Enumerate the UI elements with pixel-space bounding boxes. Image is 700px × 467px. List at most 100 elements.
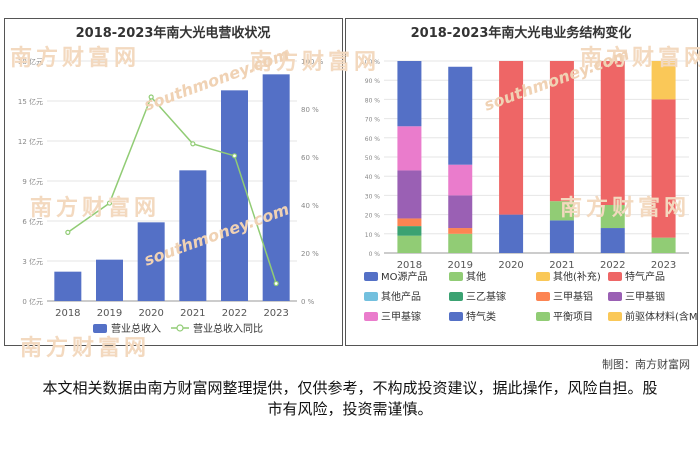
yoy-point	[106, 200, 113, 206]
y-left-tick-label: 18 亿元	[18, 57, 43, 66]
y-tick-label: 60 %	[365, 136, 381, 143]
stack-segment	[549, 220, 574, 253]
y-tick-label: 0 %	[369, 251, 381, 258]
y-left-tick-label: 6 亿元	[22, 217, 43, 226]
y-left-tick-label: 15 亿元	[18, 97, 43, 106]
legend-swatch	[536, 272, 550, 281]
legend-swatch	[608, 272, 622, 281]
legend-label: 其他(补充)	[553, 270, 601, 283]
revenue-chart-panel: 2018-2023年南大光电营收状况 0 亿元 3 亿元 6 亿元 9 亿元 12 亿元 1…	[4, 18, 343, 346]
yoy-point	[190, 141, 196, 147]
legend-label: 特气类	[466, 310, 496, 323]
revenue-bar	[96, 259, 123, 301]
stack-segment	[397, 170, 422, 219]
legend-label: 三甲基铟	[625, 290, 665, 303]
y-tick-label: 100 %	[361, 59, 380, 66]
x-tick-label: 2020	[498, 260, 523, 271]
legend-swatch	[608, 292, 622, 301]
legend-swatch-revenue	[93, 324, 107, 333]
stack-segment	[499, 214, 524, 253]
yoy-point	[65, 229, 71, 235]
legend-label: 前驱体材料(含MO源)	[625, 310, 697, 323]
stack-segment	[549, 61, 574, 202]
legend-swatch	[449, 312, 463, 321]
y-tick-label: 40 %	[365, 174, 381, 181]
legend-label: 特气产品	[625, 270, 665, 283]
legend-swatch	[449, 292, 463, 301]
y-tick-label: 30 %	[365, 193, 381, 200]
stack-segment	[600, 205, 625, 229]
legend-swatch	[536, 292, 550, 301]
x-tick-label: 2019	[97, 308, 122, 319]
legend-label: 三甲基铝	[553, 290, 593, 303]
y-right-tick-label: 100 %	[301, 58, 324, 66]
legend-label-yoy: 营业总收入同比	[193, 322, 263, 335]
yoy-line	[67, 95, 277, 284]
x-tick-label: 2023	[263, 308, 288, 319]
stack-segment	[651, 237, 676, 253]
chart-title: 2018-2023年南大光电业务结构变化	[411, 25, 632, 41]
legend-label: 三甲基镓	[381, 310, 421, 323]
legend-marker-yoy	[176, 324, 184, 332]
legend-swatch	[364, 292, 378, 301]
stack-segment	[600, 228, 625, 253]
stack-segment	[397, 235, 422, 253]
stack-segment	[397, 226, 422, 236]
y-right-tick-label: 60 %	[301, 154, 319, 162]
y-right-tick-label: 20 %	[301, 250, 319, 258]
stack-segment	[397, 218, 422, 227]
x-tick-label: 2020	[138, 308, 163, 319]
legend-swatch	[364, 312, 378, 321]
revenue-bar	[179, 170, 207, 301]
revenue-bar	[137, 222, 165, 301]
revenue-bar	[262, 74, 290, 301]
legend-label: 平衡项目	[553, 311, 593, 323]
legend-label: 其他产品	[381, 290, 421, 303]
x-tick-label: 2018	[397, 260, 422, 271]
business-structure-chart-panel: 2018-2023年南大光电业务结构变化 0 % 10 % 20 % 30 % 40 % 5…	[345, 18, 698, 346]
legend-label: 三乙基镓	[466, 290, 506, 303]
business-structure-chart: 2018-2023年南大光电业务结构变化 0 % 10 % 20 % 30 % 40 % 5…	[361, 25, 697, 323]
yoy-point	[273, 280, 279, 287]
legend-label: MO源产品	[381, 270, 428, 283]
stack-segment	[448, 195, 473, 229]
stack-segment	[397, 61, 422, 127]
x-tick-label: 2021	[549, 260, 574, 271]
yoy-point	[231, 153, 238, 159]
legend-swatch	[536, 312, 550, 321]
y-left-tick-label: 0 亿元	[22, 297, 43, 306]
y-right-tick-label: 0 %	[301, 298, 315, 306]
x-tick-label: 2019	[448, 260, 473, 271]
stack-segment	[651, 99, 676, 238]
x-tick-label: 2022	[222, 308, 247, 319]
legend-swatch	[608, 312, 622, 321]
y-left-tick-label: 12 亿元	[18, 137, 43, 146]
chart-source: 制图：南方财富网	[602, 358, 690, 371]
stack-segment	[600, 61, 625, 205]
stack-segment	[448, 164, 473, 196]
y-tick-label: 80 %	[365, 97, 381, 104]
y-tick-label: 50 %	[365, 155, 381, 162]
y-left-tick-label: 9 亿元	[22, 177, 43, 186]
legend-label: 其他	[466, 270, 486, 283]
y-right-tick-label: 80 %	[301, 106, 319, 114]
stack-segment	[651, 61, 676, 100]
legend-label-revenue: 营业总收入	[111, 322, 161, 335]
y-tick-label: 70 %	[365, 117, 381, 124]
x-tick-label: 2018	[55, 308, 80, 319]
stack-segment	[499, 61, 524, 215]
stack-segment	[448, 228, 473, 234]
y-tick-label: 10 %	[365, 232, 381, 239]
y-left-tick-label: 3 亿元	[22, 257, 43, 266]
revenue-chart: 2018-2023年南大光电营收状况 0 亿元 3 亿元 6 亿元 9 亿元 12 亿元 1…	[18, 25, 324, 335]
legend-swatch	[449, 272, 463, 281]
y-tick-label: 20 %	[365, 213, 381, 220]
y-tick-label: 90 %	[365, 78, 381, 85]
stack-segment	[448, 233, 473, 253]
stack-segment	[549, 201, 574, 221]
disclaimer-text: 本文相关数据由南方财富网整理提供，仅供参考，不构成投资建议，据此操作，风险自担。…	[42, 379, 658, 418]
x-tick-label: 2021	[180, 308, 205, 319]
yoy-point	[148, 94, 154, 100]
revenue-bar	[221, 90, 248, 301]
x-tick-label: 2022	[600, 260, 625, 271]
